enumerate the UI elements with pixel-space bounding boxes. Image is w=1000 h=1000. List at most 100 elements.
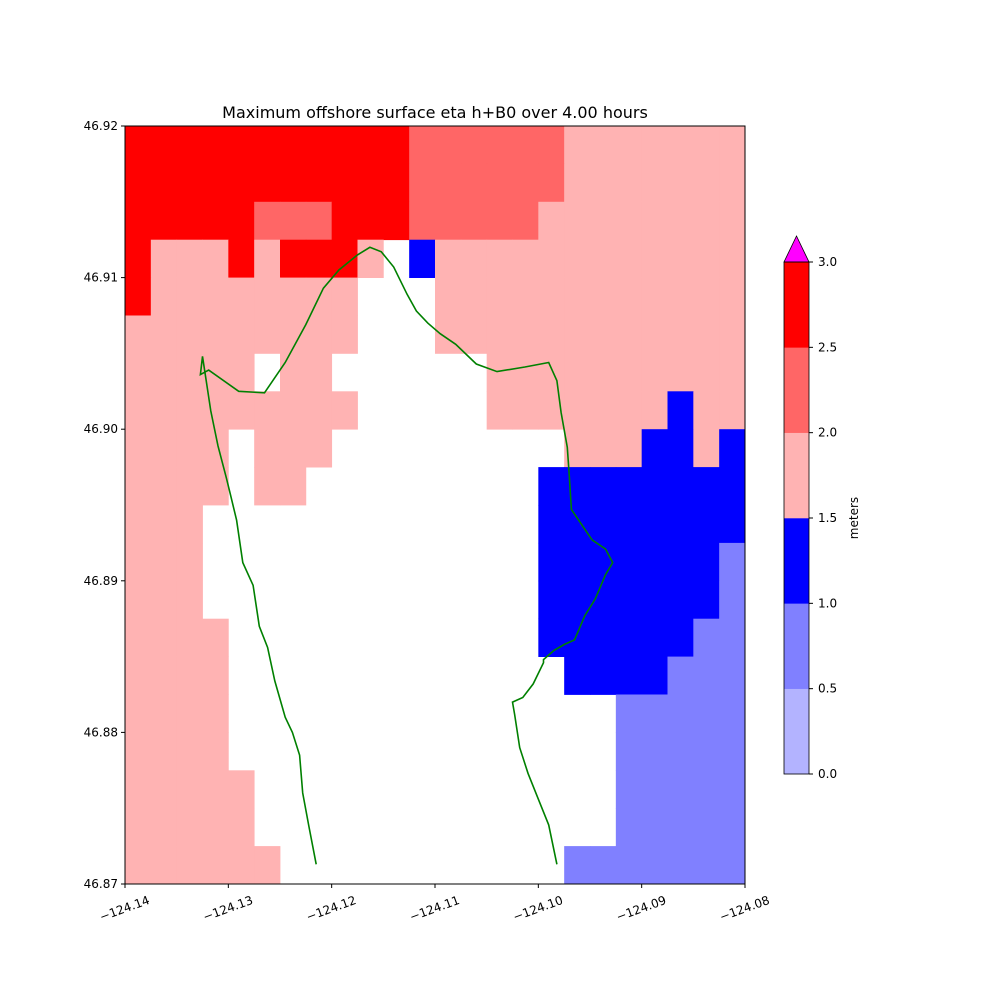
heatmap-cell [435, 126, 462, 165]
heatmap-cell [667, 239, 694, 278]
heatmap-cell [305, 239, 333, 278]
heatmap-cell [693, 580, 720, 620]
heatmap-cell [590, 846, 617, 885]
heatmap-cell [641, 277, 668, 316]
heatmap-cell [150, 239, 178, 278]
heatmap-cell [202, 656, 229, 695]
heatmap-cell [176, 163, 203, 203]
heatmap-cell [512, 239, 539, 278]
heatmap-cell [719, 239, 746, 278]
heatmap-cell [719, 391, 746, 430]
heatmap-cell [564, 618, 591, 657]
heatmap-cell [305, 201, 333, 241]
heatmap-cell [150, 542, 178, 582]
heatmap-cell [357, 239, 384, 278]
heatmap-cell [486, 391, 513, 430]
heatmap-cell [693, 391, 720, 430]
heatmap-cell [641, 163, 668, 203]
colorbar-bin [784, 603, 809, 689]
x-tick-label: −124.13 [201, 893, 255, 924]
heatmap-cell [331, 277, 358, 316]
heatmap-cell [564, 846, 591, 885]
coastline-line [199, 246, 614, 865]
heatmap-cell [719, 808, 746, 847]
heatmap-cell [331, 391, 358, 430]
heatmap-cell [460, 201, 488, 241]
heatmap-cell [176, 656, 203, 695]
heatmap-cell [693, 201, 720, 241]
heatmap-cell [719, 694, 746, 733]
heatmap-cell [305, 163, 333, 203]
heatmap-cell [176, 391, 203, 430]
heatmap-cell [125, 201, 152, 241]
y-tick-label: 46.87 [84, 877, 118, 891]
heatmap-cell [590, 618, 617, 657]
heatmap-cell [125, 542, 152, 582]
heatmap-cell [667, 277, 694, 316]
heatmap-cell [486, 277, 513, 316]
heatmap-cell [150, 580, 178, 620]
heatmap-cell [202, 618, 229, 657]
heatmap-cell [538, 163, 565, 203]
heatmap-cell [202, 694, 229, 733]
heatmap-cell [667, 201, 694, 241]
x-tick-label: −124.12 [304, 893, 358, 924]
heatmap-cell [460, 163, 488, 203]
heatmap-cell [202, 163, 229, 203]
heatmap-cell [331, 201, 358, 241]
heatmap-cell [280, 391, 307, 430]
heatmap-cell [538, 580, 565, 620]
heatmap-cell [667, 580, 694, 620]
heatmap-cell [228, 239, 255, 278]
heatmap-cell [590, 505, 617, 544]
heatmap-cell [202, 277, 229, 316]
heatmap-cell [305, 315, 333, 354]
heatmap-cell [176, 770, 203, 809]
heatmap-cell [667, 315, 694, 354]
heatmap-cell [667, 732, 694, 771]
heatmap-cell [435, 163, 462, 203]
heatmap-cell [383, 126, 410, 165]
heatmap-cell [538, 126, 565, 165]
heatmap-cell [693, 694, 720, 733]
heatmap-cell [150, 732, 178, 771]
heatmap-cell [176, 201, 203, 241]
heatmap-cell [228, 201, 255, 241]
heatmap-cell [409, 239, 436, 278]
heatmap-cell [719, 770, 746, 809]
heatmap-cell [331, 315, 358, 354]
heatmap-cell [641, 391, 668, 430]
heatmap-cell [564, 467, 591, 506]
heatmap-cell [280, 353, 307, 392]
heatmap-cell [228, 391, 255, 430]
colorbar-tick-label: 0.0 [818, 767, 837, 781]
heatmap-cell [641, 770, 668, 809]
heatmap-cell [254, 315, 281, 354]
heatmap-cell [641, 542, 668, 582]
y-tick-label: 46.90 [84, 422, 118, 436]
colorbar-tick-label: 3.0 [818, 255, 837, 269]
heatmap-cell [280, 467, 307, 506]
heatmap-cell [667, 770, 694, 809]
heatmap-cell [590, 656, 617, 695]
heatmap-cell [435, 239, 462, 278]
chart-title: Maximum offshore surface eta h+B0 over 4… [222, 103, 648, 122]
heatmap-cell [615, 239, 643, 278]
heatmap-cell [150, 391, 178, 430]
heatmap-cell [150, 467, 178, 506]
heatmap-cell [615, 277, 643, 316]
heatmap-cell [693, 353, 720, 392]
heatmap-cell [254, 429, 281, 468]
heatmap-cell [667, 694, 694, 733]
heatmap-cell [719, 656, 746, 695]
heatmap-cell [176, 315, 203, 354]
heatmap-cell [435, 315, 462, 354]
heatmap-cell [125, 732, 152, 771]
heatmap-cell [719, 732, 746, 771]
heatmap-cell [280, 429, 307, 468]
heatmap-cell [228, 126, 255, 165]
heatmap-cell [512, 201, 539, 241]
heatmap-cell [150, 846, 178, 885]
heatmap-cell [486, 239, 513, 278]
heatmap-cell [641, 580, 668, 620]
